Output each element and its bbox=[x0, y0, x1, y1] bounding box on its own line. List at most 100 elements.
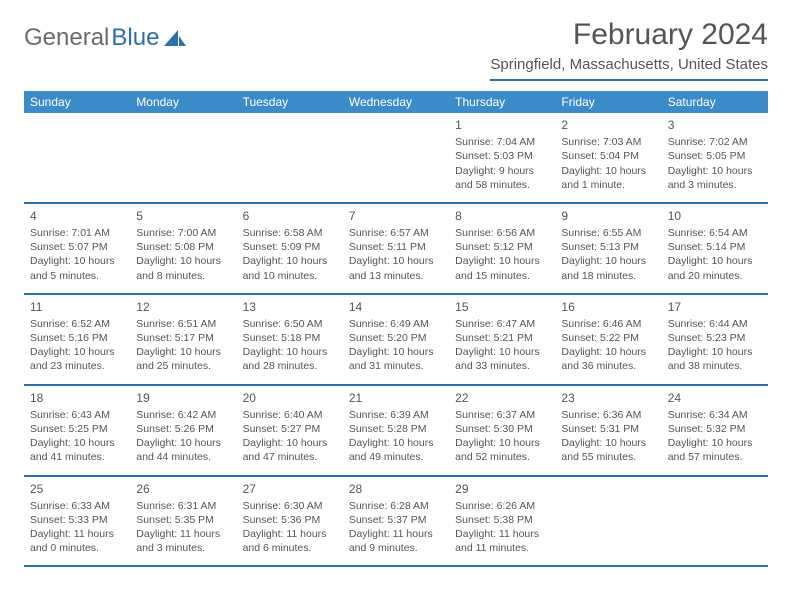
location: Springfield, Massachusetts, United State… bbox=[490, 56, 768, 81]
calendar-day: 24Sunrise: 6:34 AMSunset: 5:32 PMDayligh… bbox=[662, 386, 768, 475]
day-number: 10 bbox=[668, 208, 762, 224]
brand-logo: GeneralBlue bbox=[24, 18, 186, 52]
day-number: 16 bbox=[561, 299, 655, 315]
sunset-text: Sunset: 5:05 PM bbox=[668, 149, 762, 163]
day-number: 3 bbox=[668, 117, 762, 133]
day-number: 24 bbox=[668, 390, 762, 406]
calendar-day: 7Sunrise: 6:57 AMSunset: 5:11 PMDaylight… bbox=[343, 204, 449, 293]
calendar-day: 6Sunrise: 6:58 AMSunset: 5:09 PMDaylight… bbox=[237, 204, 343, 293]
sunrise-text: Sunrise: 6:49 AM bbox=[349, 317, 443, 331]
sunrise-text: Sunrise: 6:43 AM bbox=[30, 408, 124, 422]
sunset-text: Sunset: 5:38 PM bbox=[455, 513, 549, 527]
day-number: 17 bbox=[668, 299, 762, 315]
day-number: 6 bbox=[243, 208, 337, 224]
daylight-text: Daylight: 10 hours and 33 minutes. bbox=[455, 345, 549, 373]
month-title: February 2024 bbox=[490, 18, 768, 52]
calendar-day: 25Sunrise: 6:33 AMSunset: 5:33 PMDayligh… bbox=[24, 477, 130, 566]
calendar-week: 18Sunrise: 6:43 AMSunset: 5:25 PMDayligh… bbox=[24, 386, 768, 477]
sunset-text: Sunset: 5:09 PM bbox=[243, 240, 337, 254]
day-number: 28 bbox=[349, 481, 443, 497]
daylight-text: Daylight: 11 hours and 0 minutes. bbox=[30, 527, 124, 555]
weekday-label: Friday bbox=[555, 91, 661, 113]
calendar-day-empty bbox=[343, 113, 449, 202]
calendar-day: 13Sunrise: 6:50 AMSunset: 5:18 PMDayligh… bbox=[237, 295, 343, 384]
title-block: February 2024 Springfield, Massachusetts… bbox=[490, 18, 768, 81]
sunset-text: Sunset: 5:30 PM bbox=[455, 422, 549, 436]
daylight-text: Daylight: 10 hours and 18 minutes. bbox=[561, 254, 655, 282]
daylight-text: Daylight: 10 hours and 52 minutes. bbox=[455, 436, 549, 464]
day-number: 8 bbox=[455, 208, 549, 224]
daylight-text: Daylight: 10 hours and 8 minutes. bbox=[136, 254, 230, 282]
sunrise-text: Sunrise: 7:00 AM bbox=[136, 226, 230, 240]
sunset-text: Sunset: 5:03 PM bbox=[455, 149, 549, 163]
sunset-text: Sunset: 5:28 PM bbox=[349, 422, 443, 436]
daylight-text: Daylight: 10 hours and 49 minutes. bbox=[349, 436, 443, 464]
sunset-text: Sunset: 5:08 PM bbox=[136, 240, 230, 254]
sunrise-text: Sunrise: 6:26 AM bbox=[455, 499, 549, 513]
day-number: 18 bbox=[30, 390, 124, 406]
calendar-day-empty bbox=[237, 113, 343, 202]
calendar-day: 29Sunrise: 6:26 AMSunset: 5:38 PMDayligh… bbox=[449, 477, 555, 566]
weekday-label: Tuesday bbox=[237, 91, 343, 113]
daylight-text: Daylight: 11 hours and 3 minutes. bbox=[136, 527, 230, 555]
sunrise-text: Sunrise: 6:51 AM bbox=[136, 317, 230, 331]
sunset-text: Sunset: 5:35 PM bbox=[136, 513, 230, 527]
day-number: 11 bbox=[30, 299, 124, 315]
calendar-day: 14Sunrise: 6:49 AMSunset: 5:20 PMDayligh… bbox=[343, 295, 449, 384]
daylight-text: Daylight: 10 hours and 3 minutes. bbox=[668, 164, 762, 192]
daylight-text: Daylight: 10 hours and 10 minutes. bbox=[243, 254, 337, 282]
sunset-text: Sunset: 5:36 PM bbox=[243, 513, 337, 527]
calendar-day: 20Sunrise: 6:40 AMSunset: 5:27 PMDayligh… bbox=[237, 386, 343, 475]
day-number: 4 bbox=[30, 208, 124, 224]
sunrise-text: Sunrise: 6:28 AM bbox=[349, 499, 443, 513]
sunrise-text: Sunrise: 6:40 AM bbox=[243, 408, 337, 422]
calendar-day: 4Sunrise: 7:01 AMSunset: 5:07 PMDaylight… bbox=[24, 204, 130, 293]
calendar-week: 11Sunrise: 6:52 AMSunset: 5:16 PMDayligh… bbox=[24, 295, 768, 386]
daylight-text: Daylight: 10 hours and 31 minutes. bbox=[349, 345, 443, 373]
daylight-text: Daylight: 10 hours and 44 minutes. bbox=[136, 436, 230, 464]
sunset-text: Sunset: 5:12 PM bbox=[455, 240, 549, 254]
brand-part2: Blue bbox=[111, 24, 159, 52]
weekday-header: SundayMondayTuesdayWednesdayThursdayFrid… bbox=[24, 91, 768, 113]
calendar-day: 8Sunrise: 6:56 AMSunset: 5:12 PMDaylight… bbox=[449, 204, 555, 293]
sunset-text: Sunset: 5:20 PM bbox=[349, 331, 443, 345]
daylight-text: Daylight: 10 hours and 41 minutes. bbox=[30, 436, 124, 464]
calendar-day: 22Sunrise: 6:37 AMSunset: 5:30 PMDayligh… bbox=[449, 386, 555, 475]
sunrise-text: Sunrise: 6:37 AM bbox=[455, 408, 549, 422]
sunrise-text: Sunrise: 6:44 AM bbox=[668, 317, 762, 331]
calendar-day: 10Sunrise: 6:54 AMSunset: 5:14 PMDayligh… bbox=[662, 204, 768, 293]
day-number: 13 bbox=[243, 299, 337, 315]
sunrise-text: Sunrise: 7:02 AM bbox=[668, 135, 762, 149]
calendar-day: 18Sunrise: 6:43 AMSunset: 5:25 PMDayligh… bbox=[24, 386, 130, 475]
sunrise-text: Sunrise: 6:57 AM bbox=[349, 226, 443, 240]
sunset-text: Sunset: 5:32 PM bbox=[668, 422, 762, 436]
day-number: 15 bbox=[455, 299, 549, 315]
calendar-day: 16Sunrise: 6:46 AMSunset: 5:22 PMDayligh… bbox=[555, 295, 661, 384]
sunset-text: Sunset: 5:23 PM bbox=[668, 331, 762, 345]
calendar-day: 9Sunrise: 6:55 AMSunset: 5:13 PMDaylight… bbox=[555, 204, 661, 293]
daylight-text: Daylight: 10 hours and 23 minutes. bbox=[30, 345, 124, 373]
calendar-day: 11Sunrise: 6:52 AMSunset: 5:16 PMDayligh… bbox=[24, 295, 130, 384]
sunrise-text: Sunrise: 6:36 AM bbox=[561, 408, 655, 422]
weekday-label: Wednesday bbox=[343, 91, 449, 113]
sunset-text: Sunset: 5:27 PM bbox=[243, 422, 337, 436]
calendar: SundayMondayTuesdayWednesdayThursdayFrid… bbox=[24, 91, 768, 567]
calendar-day-empty bbox=[130, 113, 236, 202]
day-number: 19 bbox=[136, 390, 230, 406]
sunset-text: Sunset: 5:17 PM bbox=[136, 331, 230, 345]
sunrise-text: Sunrise: 6:39 AM bbox=[349, 408, 443, 422]
calendar-day: 26Sunrise: 6:31 AMSunset: 5:35 PMDayligh… bbox=[130, 477, 236, 566]
calendar-day: 28Sunrise: 6:28 AMSunset: 5:37 PMDayligh… bbox=[343, 477, 449, 566]
sunrise-text: Sunrise: 6:56 AM bbox=[455, 226, 549, 240]
sunset-text: Sunset: 5:07 PM bbox=[30, 240, 124, 254]
sunrise-text: Sunrise: 7:04 AM bbox=[455, 135, 549, 149]
weekday-label: Saturday bbox=[662, 91, 768, 113]
sunrise-text: Sunrise: 6:30 AM bbox=[243, 499, 337, 513]
sunset-text: Sunset: 5:14 PM bbox=[668, 240, 762, 254]
calendar-day: 17Sunrise: 6:44 AMSunset: 5:23 PMDayligh… bbox=[662, 295, 768, 384]
day-number: 20 bbox=[243, 390, 337, 406]
daylight-text: Daylight: 10 hours and 25 minutes. bbox=[136, 345, 230, 373]
sunset-text: Sunset: 5:04 PM bbox=[561, 149, 655, 163]
day-number: 9 bbox=[561, 208, 655, 224]
weekday-label: Monday bbox=[130, 91, 236, 113]
